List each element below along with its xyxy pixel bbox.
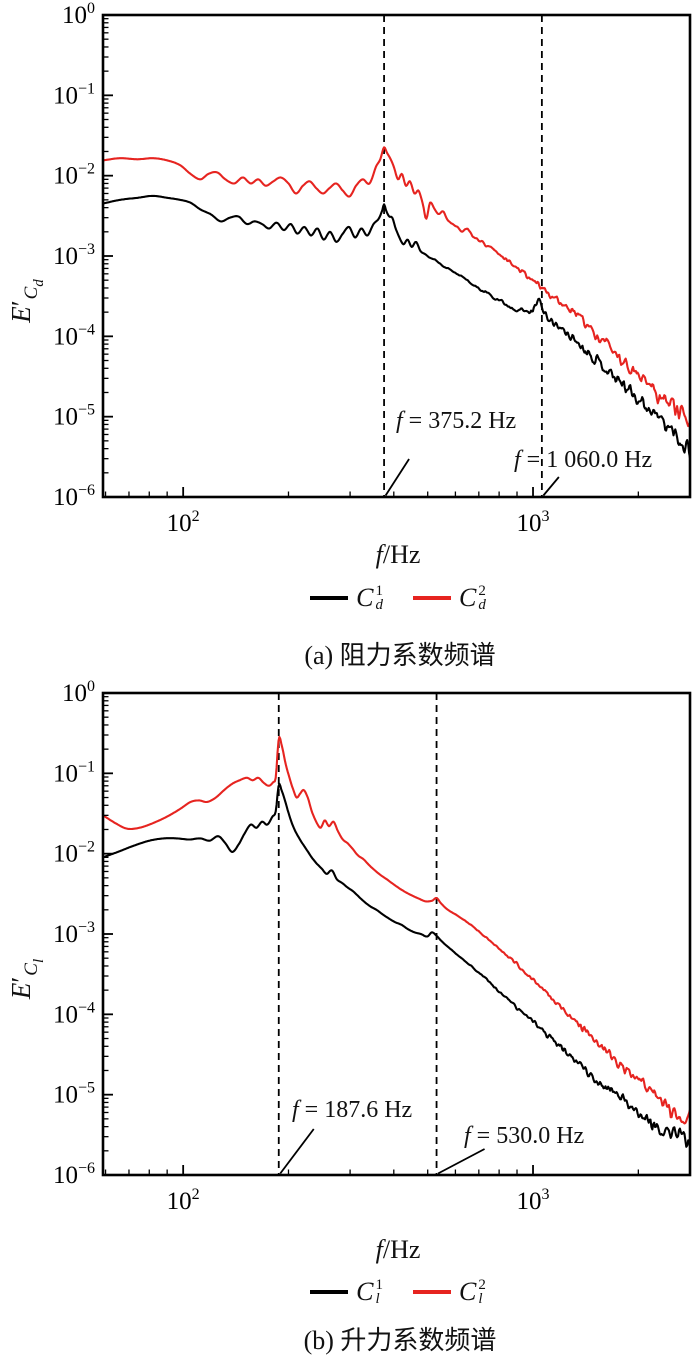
leader-line-530 — [437, 1148, 485, 1175]
x-tick-label-1e2: 102 — [167, 508, 200, 537]
line-swatch-cl1 — [310, 1290, 349, 1294]
annotation-f-1060: f = 1 060.0 Hz — [514, 447, 653, 473]
curve-C_l^1 — [104, 782, 689, 1148]
frequency-marker-lines — [383, 15, 543, 497]
y-tick-label-1e0: 100 — [62, 0, 95, 29]
axis-ticks — [103, 14, 639, 498]
axis-ticks — [103, 692, 639, 1176]
x-tick-label-1e3: 103 — [517, 508, 550, 537]
panel-b: 102 103 100 10−1 10−2 10−3 10−4 10−5 10−6 E′Cl f… — [0, 678, 700, 1356]
annotation-f-530: f = 530.0 Hz — [464, 1123, 585, 1149]
line-swatch-cd2 — [413, 596, 451, 600]
series-curves — [104, 735, 689, 1148]
y-tick-label-1e-4: 10−4 — [53, 999, 95, 1028]
spectrum-chart-b: 102 103 100 10−1 10−2 10−3 10−4 10−5 10−6 — [53, 678, 692, 1215]
tick-labels: 102 103 100 10−1 10−2 10−3 10−4 10−5 10−6 — [53, 0, 550, 537]
y-tick-label-1e-5: 10−5 — [53, 1080, 95, 1109]
leader-line-1060 — [542, 476, 560, 497]
y-tick-label-1e-1: 10−1 — [53, 758, 95, 787]
panel-a: 102 103 100 10−1 10−2 10−3 10−4 10−5 10−6 E′Cd f… — [6, 0, 700, 670]
frequency-marker-lines — [277, 693, 438, 1175]
leader-line-375.2 — [384, 458, 410, 496]
curve-C_l^2 — [104, 735, 689, 1125]
line-swatch-cd1 — [310, 596, 349, 600]
x-axis-label-b: f/Hz — [375, 1235, 421, 1264]
y-tick-label-1e-2: 10−2 — [53, 839, 95, 868]
x-tick-label-1e2: 102 — [167, 1186, 200, 1215]
line-swatch-cl2 — [413, 1290, 451, 1294]
annotation-f-187: f = 187.6 Hz — [292, 1097, 413, 1123]
y-axis-label-b: E′Cl — [6, 958, 47, 1000]
x-tick-label-1e3: 103 — [517, 1186, 550, 1215]
curve-C_d^1 — [104, 194, 689, 459]
y-tick-label-1e0: 100 — [62, 678, 95, 707]
caption-b: (b) 升力系数频谱 — [303, 1326, 497, 1355]
y-tick-label-1e-1: 10−1 — [53, 80, 95, 109]
y-tick-label-1e-6: 10−6 — [53, 1160, 95, 1189]
y-tick-label-1e-2: 10−2 — [53, 161, 95, 190]
y-tick-label-1e-5: 10−5 — [53, 402, 95, 431]
series-curves — [104, 146, 689, 459]
leader-line-187.6 — [279, 1128, 315, 1175]
y-tick-label-1e-4: 10−4 — [53, 321, 95, 350]
curve-C_d^2 — [104, 146, 689, 428]
y-axis-label-a: E′Cd — [6, 279, 47, 323]
x-axis-label-a: f/Hz — [375, 540, 421, 569]
caption-a: (a) 阻力系数频谱 — [304, 641, 496, 670]
y-tick-label-1e-3: 10−3 — [53, 241, 95, 270]
y-tick-label-1e-3: 10−3 — [53, 919, 95, 948]
y-tick-label-1e-6: 10−6 — [53, 482, 95, 511]
annotation-f-375: f = 375.2 Hz — [396, 408, 517, 434]
annotation-leaders — [279, 1128, 485, 1175]
spectrum-chart-a: 102 103 100 10−1 10−2 10−3 10−4 10−5 10−6 — [53, 0, 692, 537]
annotation-leaders — [384, 458, 560, 497]
